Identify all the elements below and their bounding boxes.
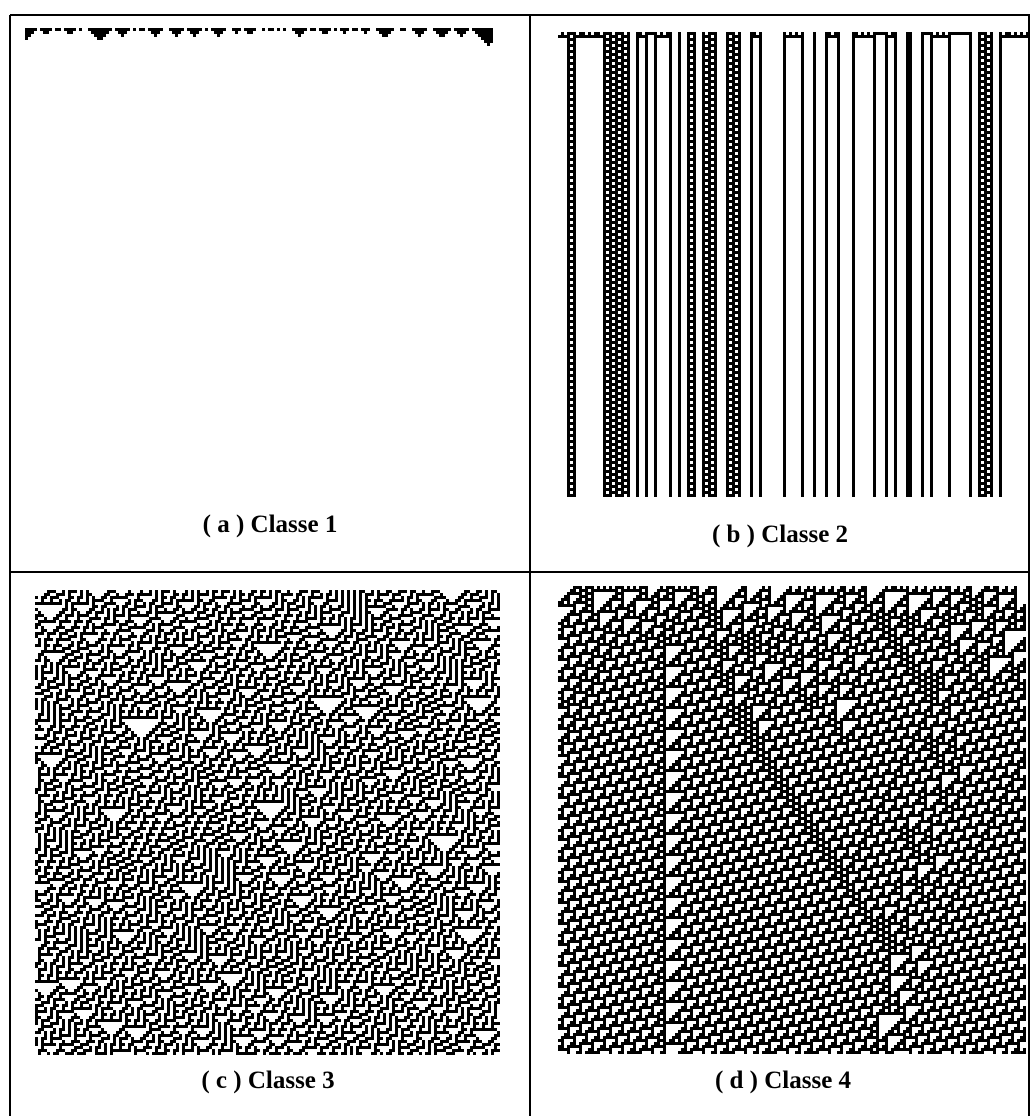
automaton-image bbox=[25, 28, 493, 46]
caption: ( c ) Classe 3 bbox=[201, 1067, 334, 1094]
caption: ( b ) Classe 2 bbox=[712, 521, 848, 548]
automaton-image bbox=[35, 590, 500, 1055]
caption: ( d ) Classe 4 bbox=[715, 1067, 852, 1094]
automaton-images bbox=[25, 28, 1029, 1055]
page: ( a ) Classe 1 ( b ) Classe 2 ( c ) Clas… bbox=[0, 0, 1030, 1116]
automaton-image bbox=[558, 32, 1029, 497]
caption: ( a ) Classe 1 bbox=[203, 511, 338, 538]
figure: ( a ) Classe 1 ( b ) Classe 2 ( c ) Clas… bbox=[0, 0, 1030, 1116]
automaton-image bbox=[558, 586, 1026, 1054]
